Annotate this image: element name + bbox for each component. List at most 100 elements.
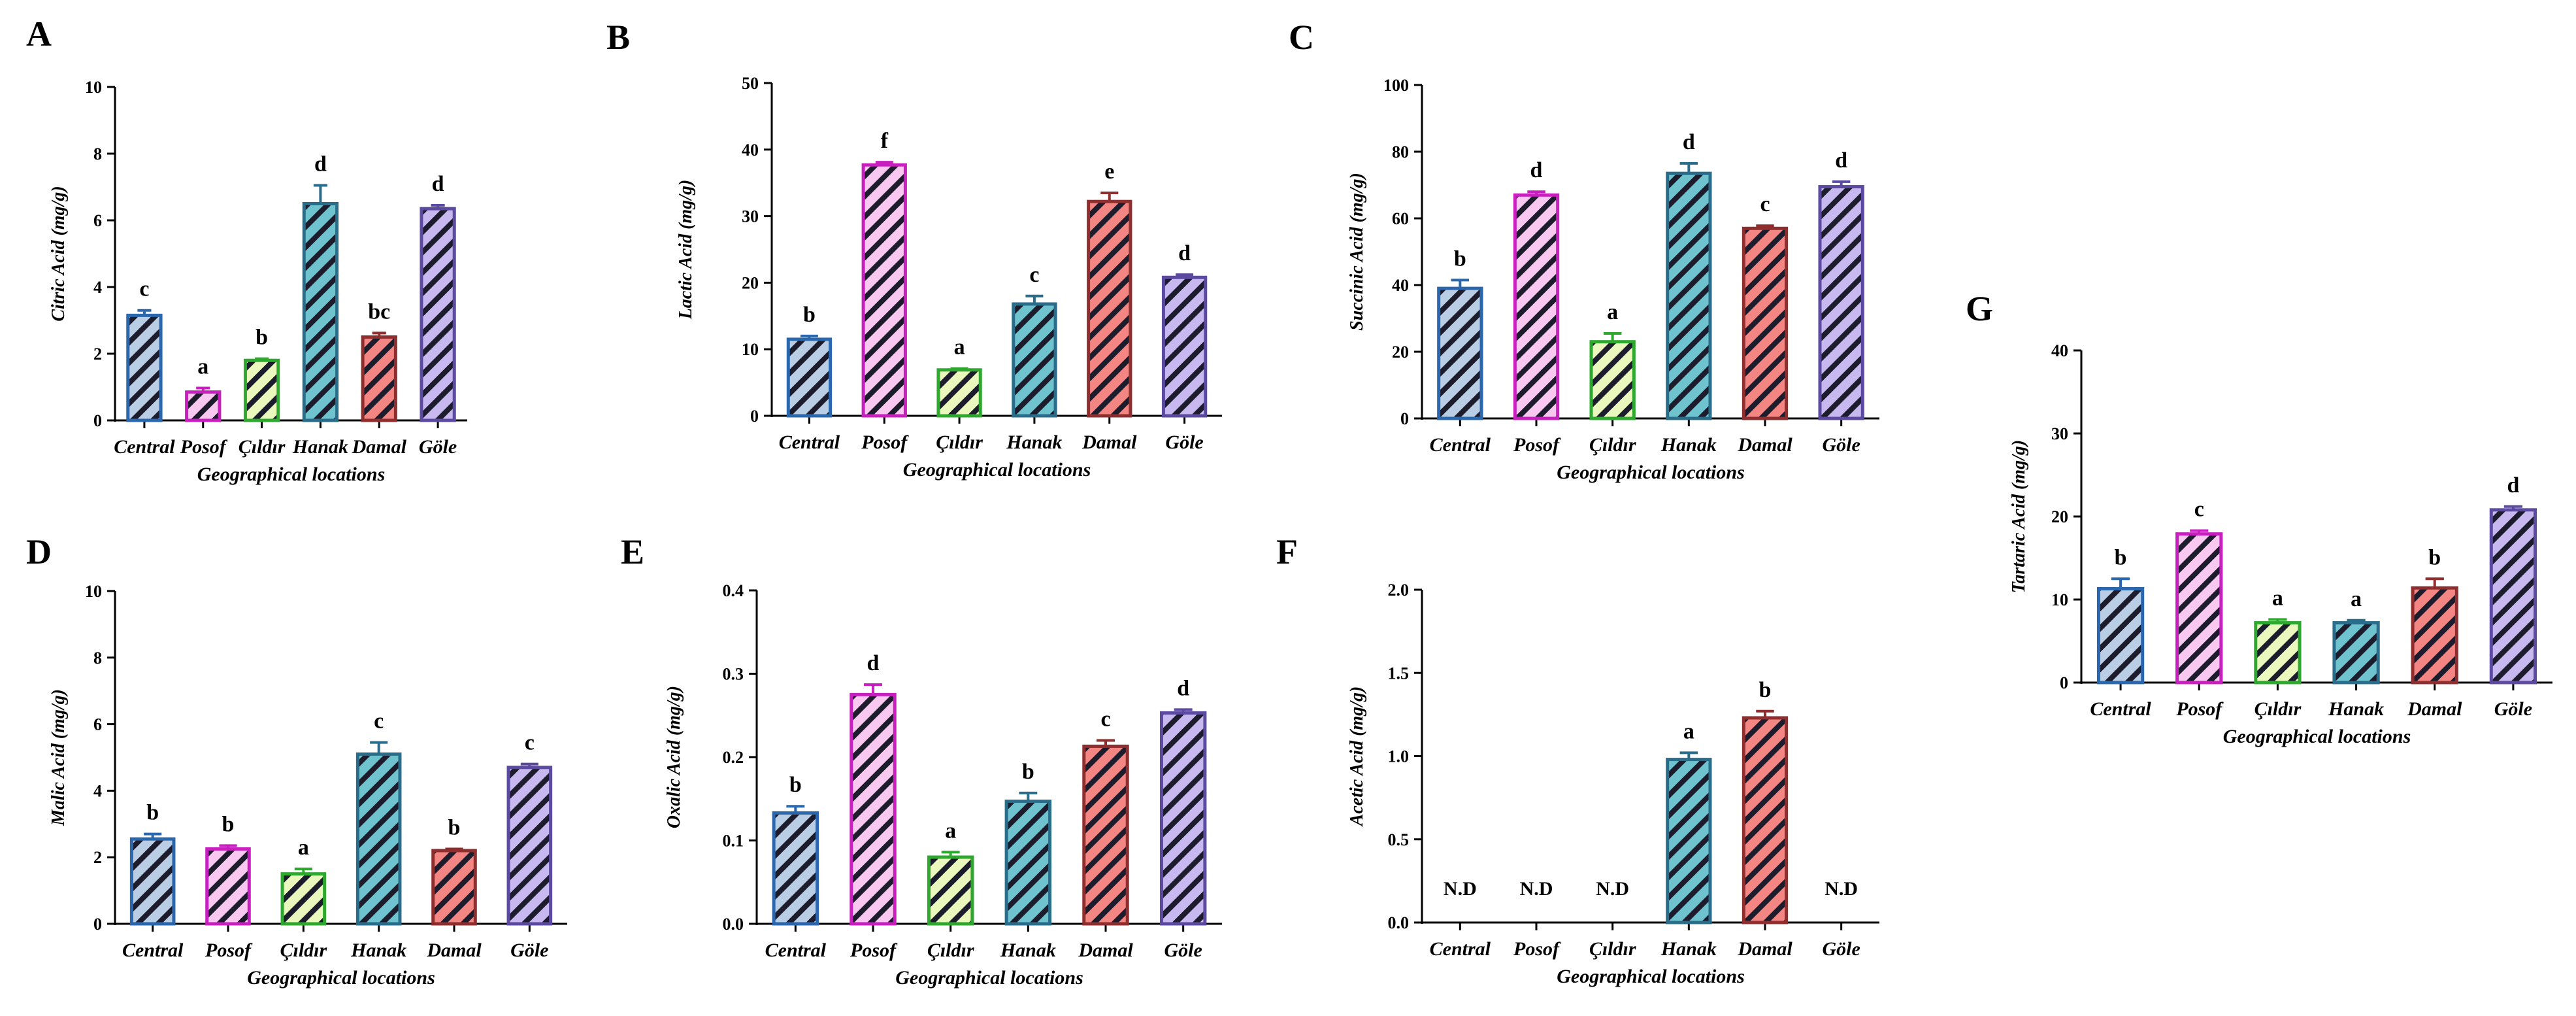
chart-panel-e: E 0.0 0.1 0.2 0.3 0.4 Oxalic Acid (mg/g) Centra… bbox=[621, 532, 1222, 989]
y-tick-label: 0 bbox=[2060, 673, 2068, 692]
x-tick-label: Damal bbox=[352, 436, 407, 458]
y-tick-label: 20 bbox=[1392, 343, 1409, 362]
y-axis-title: Tartaric Acid (mg/g) bbox=[2009, 440, 2029, 593]
x-tick-label: Çıldır bbox=[280, 940, 327, 961]
y-tick-label: 30 bbox=[2051, 424, 2068, 443]
y-axis-title: Succinic Acid (mg/g) bbox=[1347, 173, 1367, 331]
x-axis-title: Geographical locations bbox=[247, 967, 435, 989]
y-tick-label: 0.0 bbox=[1388, 913, 1410, 932]
significance-label: b bbox=[146, 801, 159, 825]
y-tick-label: 4 bbox=[93, 781, 102, 800]
bar bbox=[786, 337, 833, 418]
bar bbox=[2175, 532, 2223, 685]
x-tick-label: Hanak bbox=[292, 436, 348, 458]
x-tick-label: Hanak bbox=[350, 940, 406, 961]
bar bbox=[1513, 193, 1560, 420]
significance-label: b bbox=[222, 812, 235, 836]
significance-label: f bbox=[881, 129, 889, 153]
bar bbox=[280, 872, 327, 926]
y-tick-label: 0.0 bbox=[723, 915, 744, 934]
y-tick-label: 8 bbox=[93, 144, 102, 163]
significance-label: b bbox=[2428, 545, 2441, 569]
x-tick-label: Posof bbox=[850, 940, 898, 961]
y-tick-label: 6 bbox=[93, 211, 102, 230]
significance-label: b bbox=[789, 773, 802, 797]
not-detected-label: N.D bbox=[1444, 878, 1477, 900]
significance-label: e bbox=[1104, 160, 1114, 184]
significance-label: d bbox=[432, 172, 444, 196]
bar bbox=[506, 766, 553, 926]
significance-label: b bbox=[256, 326, 268, 350]
y-tick-label: 0.4 bbox=[723, 581, 744, 600]
y-tick-label: 1.0 bbox=[1388, 747, 1410, 766]
x-tick-label: Posof bbox=[2175, 698, 2224, 720]
y-tick-label: 100 bbox=[1383, 76, 1409, 95]
x-tick-label: Göle bbox=[510, 940, 548, 961]
x-tick-label: Çıldır bbox=[2254, 698, 2302, 720]
x-tick-label: Central bbox=[114, 436, 175, 458]
x-axis-title: Geographical locations bbox=[197, 464, 386, 485]
significance-label: b bbox=[1759, 678, 1772, 702]
bar bbox=[1159, 711, 1207, 926]
not-detected-label: N.D bbox=[1596, 878, 1629, 900]
y-tick-label: 50 bbox=[742, 74, 759, 93]
x-tick-label: Göle bbox=[2494, 698, 2532, 720]
y-tick-label: 0 bbox=[750, 407, 759, 426]
significance-label: b bbox=[2115, 545, 2127, 569]
x-tick-label: Central bbox=[2090, 698, 2151, 720]
bar bbox=[243, 358, 280, 422]
y-tick-label: 2 bbox=[93, 848, 102, 867]
panel-letter: G bbox=[1966, 289, 1993, 328]
bar bbox=[1589, 340, 1636, 420]
x-tick-label: Göle bbox=[419, 436, 457, 458]
bar bbox=[420, 207, 456, 422]
x-axis-title: Geographical locations bbox=[1557, 966, 1745, 987]
panel-letter: B bbox=[606, 18, 630, 57]
bar bbox=[129, 837, 176, 926]
y-tick-label: 0.2 bbox=[723, 748, 744, 767]
y-tick-label: 40 bbox=[2051, 341, 2068, 360]
x-tick-label: Damal bbox=[1737, 938, 1792, 960]
y-tick-label: 40 bbox=[742, 141, 759, 160]
significance-label: a bbox=[298, 836, 309, 860]
bar bbox=[1742, 716, 1789, 924]
not-detected-label: N.D bbox=[1825, 878, 1858, 900]
significance-label: d bbox=[1835, 148, 1847, 173]
y-tick-label: 0 bbox=[93, 915, 102, 934]
x-tick-label: Göle bbox=[1164, 940, 1202, 961]
bar bbox=[850, 692, 897, 926]
x-tick-label: Posof bbox=[1513, 434, 1561, 456]
y-tick-label: 30 bbox=[742, 207, 759, 226]
chart-panel-b: B 0 10 20 30 40 50 Lactic Acid (mg/g) Central b Po… bbox=[606, 18, 1222, 481]
x-axis-title: Geographical locations bbox=[2223, 726, 2411, 747]
x-tick-label: Damal bbox=[426, 940, 482, 961]
y-tick-label: 20 bbox=[742, 273, 759, 292]
x-tick-label: Posof bbox=[180, 436, 228, 458]
x-tick-label: Çıldır bbox=[1589, 938, 1636, 960]
x-tick-label: Çıldır bbox=[936, 432, 983, 453]
not-detected-label: N.D bbox=[1520, 878, 1553, 900]
y-tick-label: 2 bbox=[93, 345, 102, 364]
significance-label: d bbox=[2507, 473, 2519, 498]
x-axis-title: Geographical locations bbox=[895, 967, 1083, 989]
panel-letter: D bbox=[26, 532, 52, 571]
x-tick-label: Damal bbox=[2407, 698, 2462, 720]
x-tick-label: Göle bbox=[1165, 432, 1203, 453]
panel-letter: C bbox=[1289, 18, 1314, 57]
x-tick-label: Çıldır bbox=[1589, 434, 1636, 456]
x-tick-label: Çıldır bbox=[927, 940, 974, 961]
significance-label: d bbox=[314, 152, 327, 176]
significance-label: a bbox=[954, 335, 965, 360]
significance-label: d bbox=[1177, 676, 1189, 700]
x-tick-label: Hanak bbox=[1660, 434, 1717, 456]
bar bbox=[2411, 586, 2458, 685]
significance-label: b bbox=[448, 815, 461, 839]
bar bbox=[2332, 621, 2380, 685]
significance-label: b bbox=[1454, 246, 1466, 271]
x-tick-label: Central bbox=[765, 940, 827, 961]
bar bbox=[1742, 226, 1789, 420]
y-tick-label: 6 bbox=[93, 715, 102, 734]
y-tick-label: 10 bbox=[85, 582, 102, 601]
significance-label: d bbox=[1178, 241, 1191, 265]
x-tick-label: Göle bbox=[1823, 434, 1860, 456]
